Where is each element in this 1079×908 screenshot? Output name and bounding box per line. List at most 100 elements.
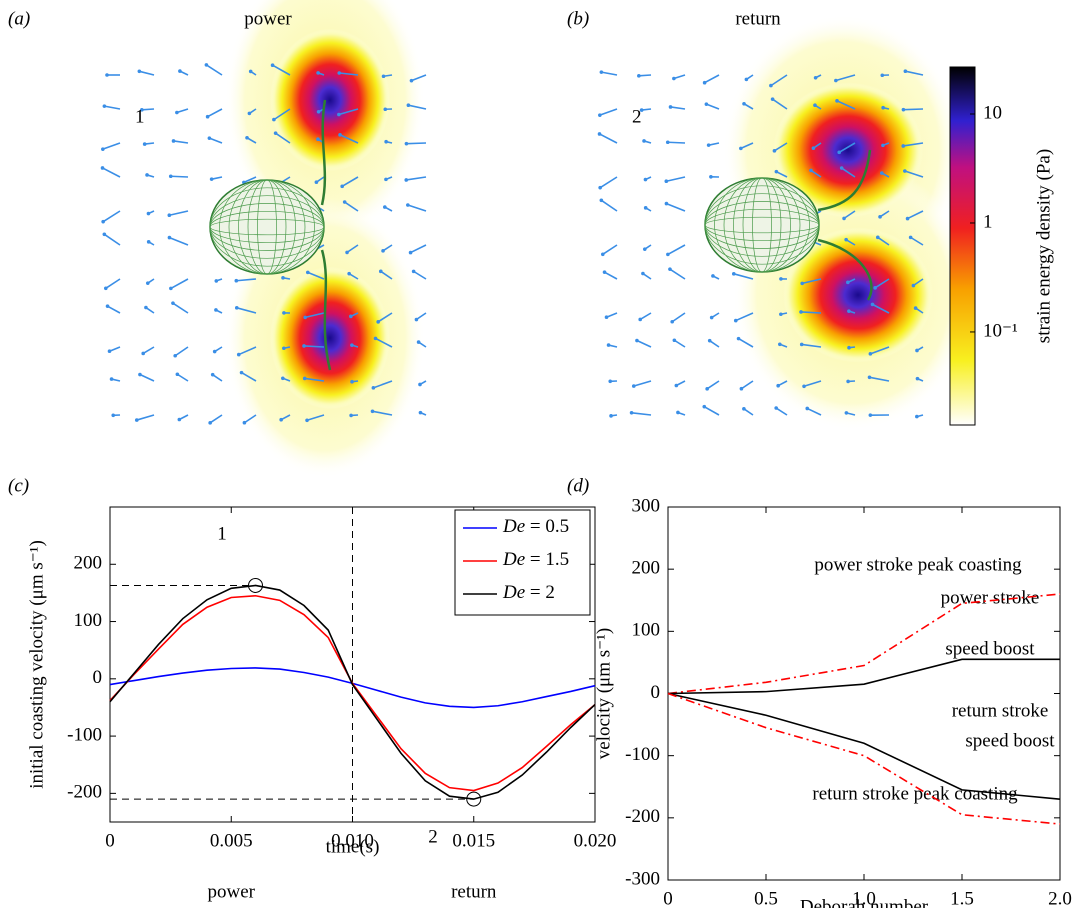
flow-arrow [139, 70, 155, 76]
y-tick-label: -300 [625, 868, 660, 889]
flow-arrow [601, 71, 618, 76]
arrow-head [171, 301, 175, 305]
panel-label: (a) [8, 8, 30, 29]
arrow-head [915, 376, 920, 381]
flow-arrow [869, 376, 890, 382]
flow-arrow [212, 373, 223, 382]
panel-title: power [244, 8, 292, 29]
flow-arrow [406, 142, 427, 145]
flow-arrow [912, 278, 924, 287]
arrow-head [908, 235, 913, 240]
flagellum [320, 99, 327, 206]
x-axis-label: Deborah number [800, 896, 929, 908]
flow-arrow [209, 137, 223, 144]
panel-marker: 2 [632, 106, 642, 127]
arrow-head [604, 315, 609, 319]
arrow-head [316, 109, 321, 114]
panel-label: (c) [8, 475, 29, 496]
arrow-head [809, 168, 813, 173]
arrow-head [338, 133, 342, 137]
arrow-head [778, 342, 782, 347]
arrow-head [418, 382, 422, 387]
flagellum [320, 249, 332, 371]
flow-arrow [775, 407, 788, 416]
arrow-head [316, 137, 320, 141]
arrow-head [672, 76, 676, 81]
arrow-head [171, 139, 176, 143]
arrow-head [418, 410, 423, 415]
mesh-line [209, 187, 325, 267]
arrow-head [639, 108, 644, 112]
flow-arrow [910, 236, 924, 246]
series-line [667, 658, 1060, 695]
flow-arrow [373, 380, 393, 389]
flow-arrow [172, 302, 189, 314]
flow-arrow [407, 204, 427, 212]
arrow-head [214, 308, 218, 312]
flagellum [817, 149, 872, 212]
annotation: 1 [217, 523, 227, 544]
flow-arrow [174, 346, 189, 357]
arrow-head [811, 146, 816, 150]
arrow-head [146, 240, 151, 244]
arrow-head [248, 69, 253, 74]
flow-arrow [633, 380, 652, 387]
colorbar-label: strain energy density (Pa) [1033, 149, 1054, 343]
arrow-head [105, 73, 109, 77]
arrow-head [598, 185, 602, 190]
arrow-head [314, 180, 319, 184]
flow-arrow [207, 108, 223, 118]
flow-arrow [704, 74, 720, 84]
flow-arrow [104, 105, 121, 110]
arrow-head [731, 272, 736, 276]
cell-body [209, 179, 325, 275]
arrow-head [234, 278, 239, 283]
flow-arrow [338, 108, 359, 116]
series-line [667, 593, 1061, 695]
arrow-head [799, 342, 804, 347]
flow-arrow [410, 244, 427, 254]
flow-arrow [241, 371, 257, 382]
y-tick-label: -200 [625, 806, 660, 827]
strain-blob [270, 266, 390, 410]
flagellum [817, 238, 873, 301]
y-tick-label: 300 [632, 495, 661, 516]
flow-arrow [802, 278, 822, 285]
flow-arrow [406, 176, 427, 181]
flow-arrow [205, 64, 223, 76]
arrow-head [599, 198, 604, 203]
x-note: return [451, 881, 497, 902]
arrow-head [205, 114, 210, 119]
arrow-head [242, 420, 247, 425]
arrow-head [381, 74, 386, 79]
flow-arrow [606, 312, 618, 318]
arrow-head [281, 376, 285, 381]
flow-arrow [703, 405, 720, 416]
arrow-head [406, 203, 410, 207]
arrow-head [664, 179, 669, 184]
arrow-head [340, 184, 344, 189]
flow-arrow [107, 305, 121, 314]
arrow-head [167, 213, 172, 218]
flow-arrow [169, 236, 189, 246]
flow-arrow [102, 210, 121, 223]
colorbar [949, 66, 976, 426]
arrow-head [868, 352, 873, 356]
annotation: power stroke peak coasting [814, 554, 1022, 575]
flow-arrow [173, 140, 189, 144]
arrow-head [915, 414, 919, 419]
flow-arrow [836, 100, 856, 110]
arrow-head [736, 336, 741, 341]
flow-arrow [841, 167, 856, 178]
y-tick-label: -100 [625, 744, 660, 765]
mesh-line [219, 179, 315, 275]
flow-arrow [743, 408, 754, 416]
x-tick-label: 0.5 [754, 888, 778, 908]
arrow-head [779, 277, 783, 281]
arrow-head [404, 178, 409, 182]
arrow-head [599, 70, 604, 74]
arrow-head [664, 201, 669, 206]
flow-arrow [638, 74, 652, 77]
arrow-head [411, 269, 416, 274]
